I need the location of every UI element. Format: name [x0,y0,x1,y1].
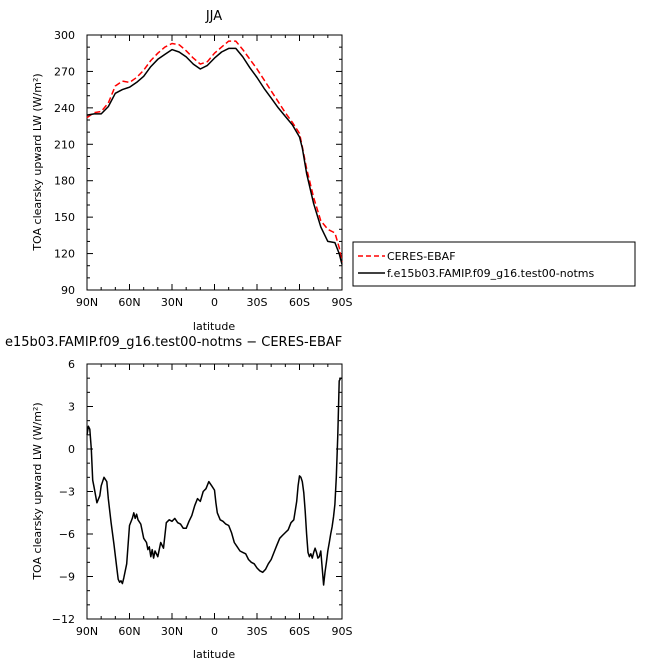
top-chart-ticks: 90N 60N 30N 0 30S 60S 90S 90 120 150 180 210 240 270 3… [54,29,353,309]
top-chart-title: JJA [205,9,222,24]
top-chart-frame [86,34,343,291]
bottom-x-tick-label: 90N [76,625,98,638]
top-y-tick-label: 240 [54,102,75,115]
top-series-line-1 [86,47,343,265]
bottom-chart-xlabel: latitude [193,648,235,661]
top-x-tick-label: 60S [289,296,310,309]
bottom-chart-ticks: 90N 60N 30N 0 30S 60S 90S −12 −9 −6 −3 0 3 6 [52,358,353,638]
bottom-chart-title: e15b03.FAMIP.f09_g16.test00-notms − CERE… [5,335,342,350]
top-series-line-0 [86,40,343,263]
top-y-tick-label: 120 [54,248,75,261]
top-x-tick-label: 0 [211,296,218,309]
top-x-tick-label: 90N [76,296,98,309]
top-chart: JJA 90N 60N 30N 0 30S 60S 90S 90 120 150 180 210 240… [31,9,353,333]
legend-box [352,241,636,287]
legend-label-model: f.e15b03.FAMIP.f09_g16.test00-notms [387,267,594,280]
top-chart-ylabel: TOA clearsky upward LW (W/m²) [31,73,44,251]
bottom-x-tick-label: 30S [247,625,268,638]
bottom-x-tick-label: 0 [211,625,218,638]
bottom-y-tick-label: −3 [59,486,75,499]
top-y-tick-label: 90 [61,284,75,297]
bottom-x-tick-label: 60S [289,625,310,638]
top-y-tick-label: 210 [54,138,75,151]
top-y-tick-label: 180 [54,175,75,188]
top-x-tick-label: 60N [118,296,140,309]
legend-label-ceres: CERES-EBAF [387,250,456,263]
bottom-y-tick-label: 0 [68,443,75,456]
top-y-tick-label: 300 [54,29,75,42]
bottom-y-tick-label: −6 [59,528,75,541]
top-chart-xlabel: latitude [193,320,235,333]
bottom-series-line-0 [86,377,342,586]
top-x-tick-label: 30N [161,296,183,309]
bottom-y-tick-label: 6 [68,358,75,371]
bottom-y-tick-label: 3 [68,401,75,414]
bottom-x-tick-label: 30N [161,625,183,638]
bottom-x-tick-label: 60N [118,625,140,638]
top-chart-series [86,40,343,265]
top-x-tick-label: 90S [332,296,353,309]
bottom-x-tick-label: 90S [332,625,353,638]
bottom-chart-ylabel: TOA clearsky upward LW (W/m²) [31,402,44,580]
bottom-y-tick-label: −12 [52,613,75,626]
legend: CERES-EBAF f.e15b03.FAMIP.f09_g16.test00… [352,241,636,287]
top-y-tick-label: 270 [54,65,75,78]
top-x-tick-label: 30S [247,296,268,309]
bottom-y-tick-label: −9 [59,571,75,584]
bottom-chart: e15b03.FAMIP.f09_g16.test00-notms − CERE… [5,335,353,661]
bottom-chart-series [86,377,342,586]
top-y-tick-label: 150 [54,211,75,224]
